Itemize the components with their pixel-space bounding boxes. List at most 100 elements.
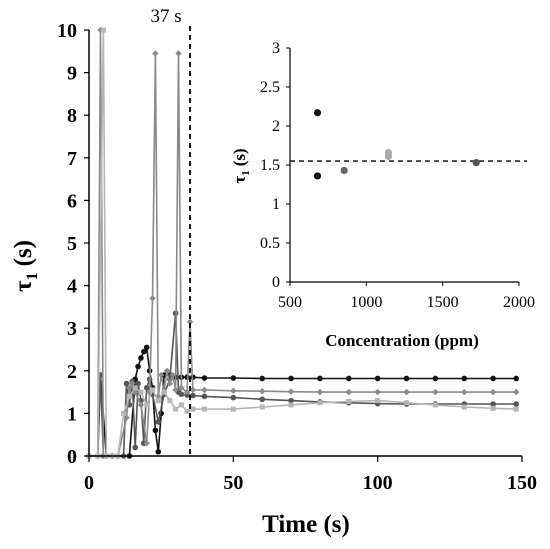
main-series-group xyxy=(85,26,520,460)
series-3-point xyxy=(230,406,236,412)
inset-x-tick-label: 1500 xyxy=(427,294,459,311)
series-3-point xyxy=(375,398,381,404)
main-y-tick-label: 9 xyxy=(67,63,77,85)
inset-y-tick-label: 3 xyxy=(272,40,280,57)
inset-y-tick-label: 0.5 xyxy=(260,235,280,252)
series-1-point xyxy=(230,394,237,401)
series-3-point xyxy=(346,398,352,404)
main-x-tick-label: 150 xyxy=(507,472,537,494)
series-0-point xyxy=(374,375,381,382)
series-0-point xyxy=(138,355,144,361)
inset-y-tick-label: 2.5 xyxy=(260,79,280,96)
series-2-point xyxy=(189,386,197,394)
inset-x-tick-label: 2000 xyxy=(503,294,535,311)
series-1-point xyxy=(132,444,138,451)
series-1-point xyxy=(178,391,185,398)
main-x-ticks: 0 50 100 150 xyxy=(84,456,537,494)
main-y-tick-label: 4 xyxy=(67,276,77,298)
series-3-point xyxy=(126,393,132,399)
series-3-point xyxy=(100,27,106,33)
series-0-point xyxy=(135,363,141,370)
series-0-point xyxy=(141,348,147,355)
main-y-ticks: 0 1 2 3 4 5 6 7 8 9 10 xyxy=(57,20,89,468)
inset-y-tick-label: 2 xyxy=(272,118,280,135)
series-3-point xyxy=(288,402,294,408)
series-2-point xyxy=(403,388,410,396)
main-y-tick-label: 2 xyxy=(67,361,77,383)
series-2-point xyxy=(129,380,136,387)
inset-y-ticks: 0 0.5 1 1.5 2 2.5 3 xyxy=(260,40,290,291)
inset-x-ticks: 500 1000 1500 2000 xyxy=(278,282,535,311)
main-x-tick-label: 100 xyxy=(363,472,393,494)
series-2-point xyxy=(345,388,352,396)
series-3-point xyxy=(317,400,323,406)
series-3-point xyxy=(167,398,173,404)
series-3-point xyxy=(138,389,144,395)
series-1-point xyxy=(201,393,208,400)
series-2-point xyxy=(172,386,179,394)
series-0-point xyxy=(346,375,352,382)
inset-points xyxy=(313,109,480,180)
series-2-point xyxy=(157,371,165,379)
series-2-point xyxy=(230,387,237,395)
series-3-point xyxy=(121,410,127,416)
series-2-point xyxy=(178,384,185,392)
series-3-point xyxy=(144,402,150,408)
series-0-point xyxy=(403,375,410,382)
series-3-point xyxy=(155,398,161,404)
main-y-axis-title: τ1 (s) xyxy=(10,240,41,292)
series-0-point xyxy=(461,375,468,382)
series-2-point xyxy=(166,380,174,387)
series-1-point xyxy=(143,385,150,391)
series-3-point xyxy=(173,406,179,412)
series-1-point xyxy=(190,392,196,399)
series-3-point xyxy=(404,400,410,406)
series-2-point xyxy=(461,388,468,396)
series-3-point xyxy=(490,405,496,411)
series-0-point xyxy=(288,375,294,382)
inset-y-axis-unit: (s) xyxy=(230,148,249,166)
series-1-point xyxy=(288,397,294,404)
series-1-point xyxy=(135,380,141,387)
series-0-point xyxy=(155,448,162,455)
series-2-point xyxy=(169,371,176,379)
series-3-point xyxy=(190,406,196,412)
inset-point xyxy=(313,109,322,117)
inset-y-axis-symbol: τ xyxy=(230,176,249,184)
main-y-axis-symbol: τ xyxy=(10,280,37,292)
series-2-point xyxy=(432,388,439,396)
series-3-point xyxy=(150,387,156,393)
inset-x-tick-label: 500 xyxy=(278,294,302,311)
series-2-point xyxy=(143,440,150,447)
inset-y-tick-label: 0 xyxy=(272,274,280,291)
series-0-point xyxy=(317,375,323,382)
inset-y-tick-label: 1 xyxy=(272,196,280,213)
series-3-point xyxy=(132,385,138,391)
series-3-point xyxy=(184,408,190,414)
main-y-tick-label: 6 xyxy=(67,190,77,212)
series-2-point xyxy=(163,367,171,374)
series-3-point xyxy=(259,404,265,410)
series-2-point xyxy=(155,393,162,400)
series-2-point xyxy=(513,388,520,396)
series-0-point xyxy=(432,375,439,382)
series-0-point xyxy=(230,375,237,381)
main-y-tick-label: 10 xyxy=(57,20,77,42)
annotation-label: 37 s xyxy=(150,6,181,27)
series-1-point xyxy=(259,396,266,403)
main-y-tick-label: 3 xyxy=(67,318,77,340)
inset-point xyxy=(340,166,348,175)
series-1-line xyxy=(89,313,517,457)
inset-y-axis-subscript: 1 xyxy=(240,170,252,176)
main-y-axis-subscript: 1 xyxy=(24,272,41,280)
series-0-point xyxy=(143,344,150,351)
inset-x-axis-title: Concentration (ppm) xyxy=(325,331,478,350)
series-2-point xyxy=(201,386,208,394)
main-x-tick-label: 0 xyxy=(84,472,94,494)
series-2-point xyxy=(137,401,145,409)
series-2-point xyxy=(186,318,194,326)
inset-x-tick-label: 1000 xyxy=(350,294,382,311)
main-y-axis-unit: (s) xyxy=(10,240,37,266)
